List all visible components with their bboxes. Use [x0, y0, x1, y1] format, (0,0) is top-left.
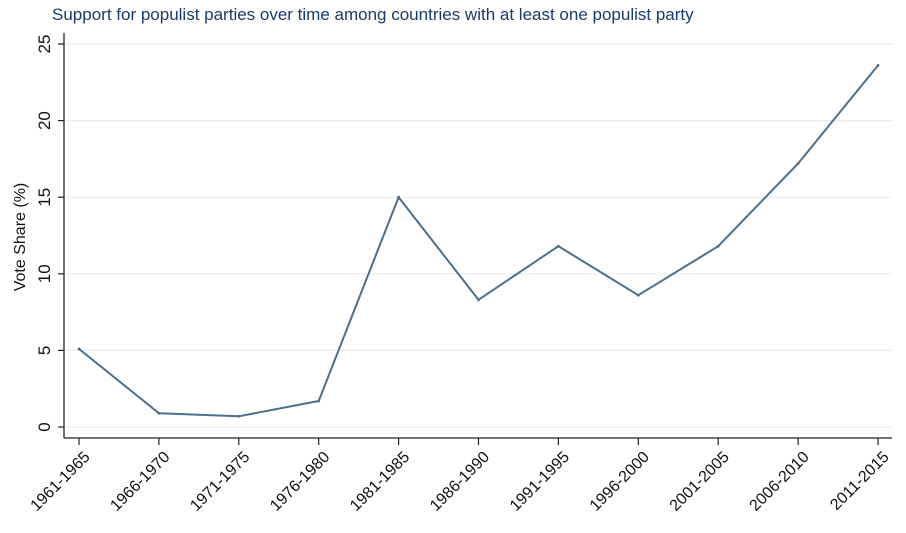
plot-area: [64, 33, 892, 438]
data-point: [636, 293, 640, 297]
data-point: [716, 244, 720, 248]
data-point: [876, 64, 880, 67]
x-tick-label: 1966-1970: [107, 449, 173, 515]
data-point: [317, 399, 321, 403]
x-tick-label: 2006-2010: [747, 449, 813, 515]
x-tick-label: 1996-2000: [587, 449, 653, 515]
grid-lines: [64, 43, 892, 428]
x-tick-label: 1981-1985: [347, 449, 413, 515]
x-tick-label: 2001-2005: [667, 449, 733, 515]
x-tick-label: 1971-1975: [187, 449, 253, 515]
y-tick-label: 25: [35, 35, 54, 54]
x-tick-label: 1976-1980: [267, 449, 333, 515]
chart-title: Support for populist parties over time a…: [52, 5, 694, 24]
y-tick-label: 0: [35, 422, 54, 431]
data-point: [237, 414, 241, 418]
series-group: [77, 64, 880, 418]
data-point: [77, 347, 81, 351]
data-point: [397, 195, 400, 199]
x-axis: 1961-1965 1966-1970 1971-1975 1976-1980 1981…: [27, 438, 893, 515]
y-tick-label: 20: [35, 111, 54, 130]
y-tick-label: 10: [35, 264, 54, 283]
x-tick-label: 1991-1995: [507, 449, 573, 515]
data-point: [796, 162, 800, 165]
y-tick-label: 15: [35, 188, 54, 207]
data-point: [557, 244, 560, 248]
data-point: [477, 298, 480, 302]
y-tick-label: 5: [35, 346, 54, 355]
x-tick-label: 2011-2015: [827, 449, 892, 514]
x-tick-label: 1986-1990: [427, 449, 493, 515]
x-tick-label: 1961-1965: [27, 449, 93, 515]
y-axis: 0 5 10 15 20 25: [35, 35, 64, 432]
data-point: [157, 411, 161, 415]
y-axis-title: Vote Share (%): [12, 183, 29, 292]
